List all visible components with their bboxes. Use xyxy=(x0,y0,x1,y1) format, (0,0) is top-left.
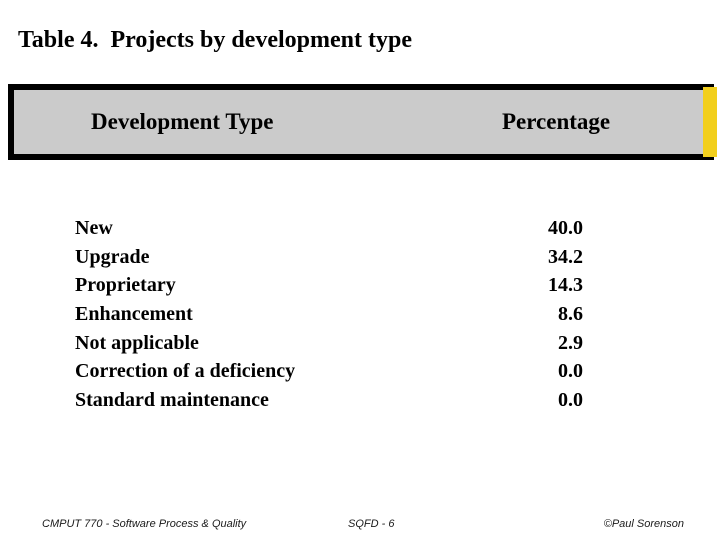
row-value: 40.0 xyxy=(548,217,583,239)
table-row: Standard maintenance 0.0 xyxy=(75,386,583,415)
slide-title: Table 4. Projects by development type xyxy=(18,27,412,53)
row-label: New xyxy=(75,217,113,239)
row-value: 8.6 xyxy=(558,303,583,326)
row-label: Proprietary xyxy=(75,274,176,297)
table-body: New 40.0 Upgrade 34.2 Proprietary 14.3 E… xyxy=(75,214,583,415)
column-header-percentage: Percentage xyxy=(502,109,611,134)
slide-footer: CMPUT 770 - Software Process & Quality S… xyxy=(0,516,720,534)
row-value: 2.9 xyxy=(558,331,583,354)
footer-copyright: ©Paul Sorenson xyxy=(603,518,684,530)
table-row: Not applicable 2.9 xyxy=(75,329,583,358)
table-row: Enhancement 8.6 xyxy=(75,300,583,329)
row-value: 0.0 xyxy=(558,389,583,412)
footer-course-label: CMPUT 770 - Software Process & Quality xyxy=(42,518,247,530)
table-row: New 40.0 xyxy=(75,214,583,243)
row-label: Not applicable xyxy=(75,331,199,354)
row-value: 14.3 xyxy=(548,274,583,297)
row-label: Standard maintenance xyxy=(75,389,269,412)
row-label: Correction of a deficiency xyxy=(75,360,296,383)
row-label: Enhancement xyxy=(75,303,193,326)
table-row: Correction of a deficiency 0.0 xyxy=(75,357,583,386)
table-header-box: Development Type Percentage xyxy=(8,84,714,160)
footer-slide-number: SQFD - 6 xyxy=(348,518,395,530)
yellow-accent-strip xyxy=(703,87,717,157)
row-label: Upgrade xyxy=(75,245,150,268)
table-row: Proprietary 14.3 xyxy=(75,271,583,300)
row-value: 0.0 xyxy=(558,360,583,383)
row-value: 34.2 xyxy=(548,245,583,268)
column-header-development-type: Development Type xyxy=(91,109,274,134)
table-row: Upgrade 34.2 xyxy=(75,243,583,272)
